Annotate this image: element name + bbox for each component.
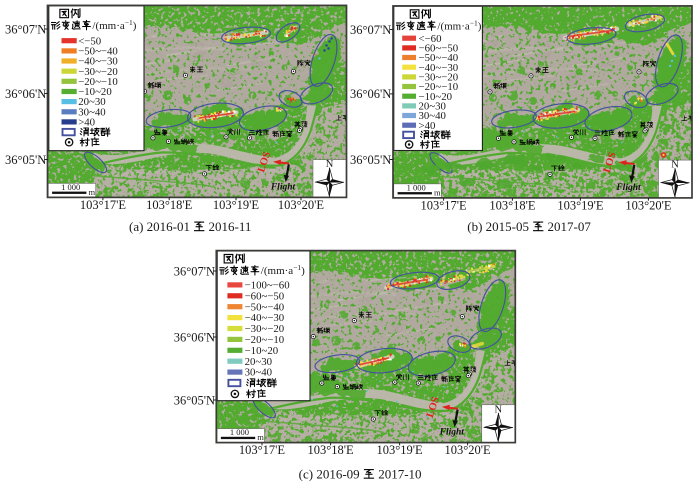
- svg-text:−100~−60: −100~−60: [245, 280, 290, 292]
- svg-text:(a) 2016-01: (a) 2016-01: [129, 219, 190, 234]
- svg-text:36°05'N: 36°05'N: [174, 393, 215, 407]
- svg-text:103°19'E: 103°19'E: [377, 443, 424, 457]
- svg-text:N: N: [671, 160, 679, 171]
- svg-text:1 000: 1 000: [230, 427, 249, 437]
- svg-text:−10~20: −10~20: [419, 91, 453, 103]
- svg-text:(c) 2016-09: (c) 2016-09: [299, 467, 360, 482]
- svg-text:20~30: 20~30: [78, 96, 105, 108]
- svg-text:m: m: [89, 187, 96, 197]
- svg-text:−20~−10: −20~−10: [78, 76, 118, 88]
- svg-text:2017-10: 2017-10: [378, 467, 421, 482]
- svg-text:1 000: 1 000: [407, 183, 426, 193]
- svg-text:−40~−30: −40~−30: [245, 312, 285, 324]
- svg-text:103°18'E: 103°18'E: [489, 198, 536, 212]
- svg-text:30~40: 30~40: [78, 106, 105, 118]
- svg-text:30~40: 30~40: [245, 367, 272, 379]
- svg-text:−50~−40: −50~−40: [78, 46, 118, 58]
- svg-text:103°18'E: 103°18'E: [308, 443, 355, 457]
- svg-text:1 000: 1 000: [61, 182, 80, 192]
- svg-text:N: N: [495, 404, 503, 415]
- svg-text:Flight: Flight: [439, 428, 465, 438]
- svg-text:−10~20: −10~20: [78, 86, 112, 98]
- svg-text:103°19'E: 103°19'E: [213, 198, 260, 212]
- svg-text:−50~−40: −50~−40: [245, 301, 285, 313]
- svg-text:−50~−40: −50~−40: [419, 52, 459, 64]
- svg-text:36°06'N: 36°06'N: [5, 87, 46, 101]
- svg-text:103°20'E: 103°20'E: [625, 198, 672, 212]
- svg-text:2017-07: 2017-07: [548, 219, 592, 234]
- svg-text:103°20'E: 103°20'E: [445, 443, 492, 457]
- svg-text:−30~−20: −30~−20: [245, 323, 285, 335]
- svg-text:36°06'N: 36°06'N: [174, 330, 215, 344]
- svg-text:2016-11: 2016-11: [209, 219, 252, 234]
- svg-text:<−60: <−60: [419, 33, 442, 45]
- svg-text:−60~−50: −60~−50: [419, 43, 459, 55]
- svg-text:Flight: Flight: [615, 183, 641, 193]
- svg-text:36°07'N: 36°07'N: [350, 23, 391, 37]
- svg-text:−40~−30: −40~−30: [419, 62, 459, 74]
- svg-text:36°07'N: 36°07'N: [5, 22, 46, 36]
- svg-text:N: N: [326, 159, 334, 170]
- svg-text:(b) 2015-05: (b) 2015-05: [467, 219, 529, 234]
- svg-text:103°17'E: 103°17'E: [80, 198, 127, 212]
- svg-text:−30~−20: −30~−20: [78, 66, 118, 78]
- svg-text:103°17'E: 103°17'E: [239, 443, 286, 457]
- svg-text:−30~−20: −30~−20: [419, 72, 459, 84]
- svg-text:30~40: 30~40: [419, 110, 446, 122]
- svg-text:36°05'N: 36°05'N: [5, 153, 46, 167]
- svg-text:103°17'E: 103°17'E: [421, 198, 468, 212]
- svg-text:m: m: [434, 187, 441, 197]
- svg-text:36°07'N: 36°07'N: [174, 264, 215, 278]
- svg-text:−20~−10: −20~−10: [245, 334, 285, 346]
- svg-text:36°06'N: 36°06'N: [350, 87, 391, 101]
- svg-text:−20~−10: −20~−10: [419, 81, 459, 93]
- svg-text:36°05'N: 36°05'N: [350, 153, 391, 167]
- svg-text:m: m: [257, 432, 264, 442]
- svg-text:103°20'E: 103°20'E: [278, 198, 325, 212]
- svg-text:−60~−50: −60~−50: [245, 290, 285, 302]
- svg-text:20~30: 20~30: [419, 101, 446, 113]
- svg-text:20~30: 20~30: [245, 356, 272, 368]
- svg-text:103°18'E: 103°18'E: [146, 198, 193, 212]
- svg-text:>40: >40: [419, 120, 436, 132]
- svg-text:103°19'E: 103°19'E: [557, 198, 604, 212]
- svg-text:>40: >40: [78, 117, 95, 129]
- svg-text:−10~20: −10~20: [245, 345, 279, 357]
- svg-text:Flight: Flight: [270, 182, 296, 192]
- svg-text:<−50: <−50: [78, 35, 101, 47]
- svg-text:−40~−30: −40~−30: [78, 56, 118, 68]
